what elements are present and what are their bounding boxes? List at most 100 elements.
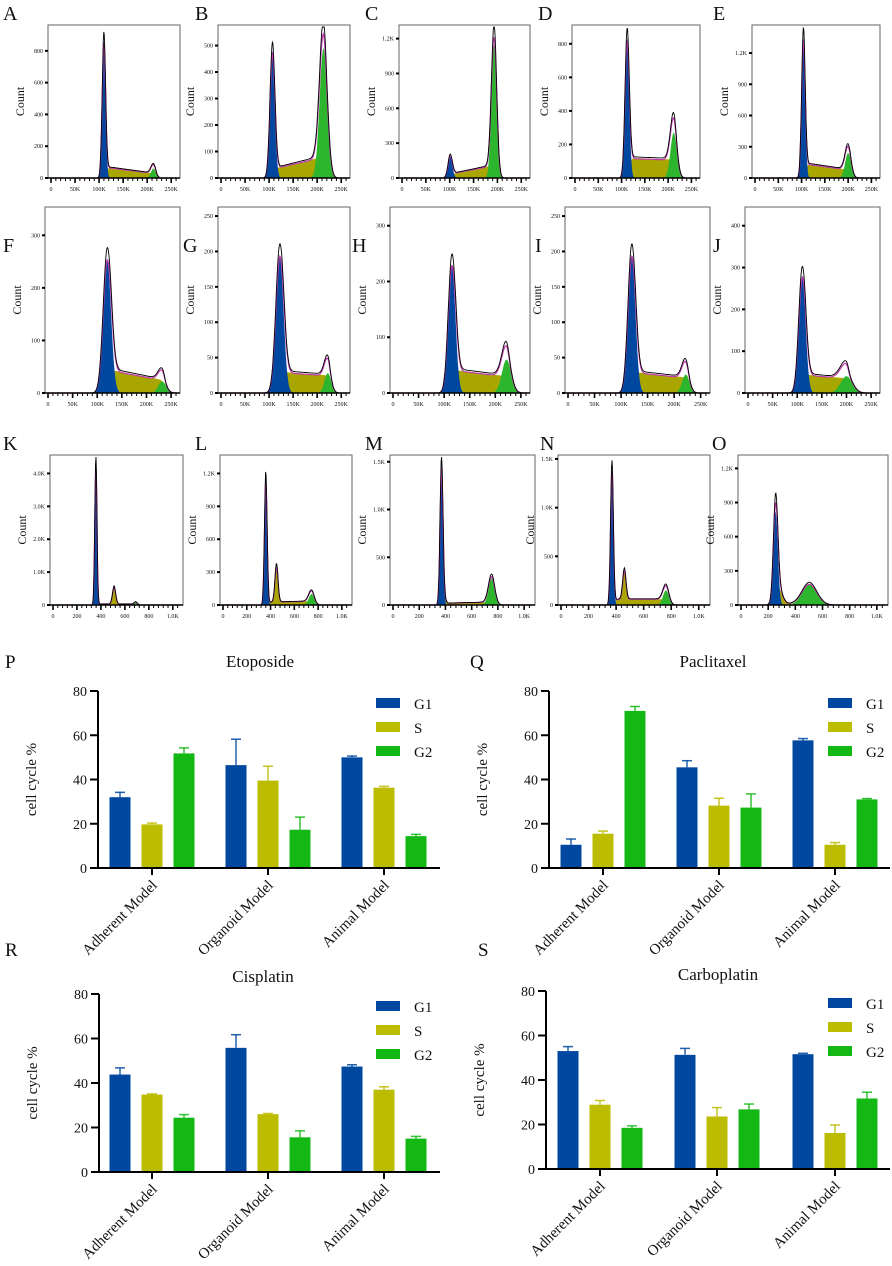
y-tick-label: 0 <box>528 1163 535 1178</box>
y-tick-label: 400 <box>558 109 567 115</box>
x-tick-label: 0 <box>747 402 750 408</box>
legend-swatch-s <box>828 1022 852 1032</box>
x-tick-label: 100K <box>791 402 805 408</box>
histogram-panel-f: F 0 50K 100K 150K 200K 250K 0 100 200 300 Count <box>3 206 181 408</box>
bar-s <box>824 844 846 868</box>
bar-s <box>592 833 614 868</box>
panel-letter: E <box>713 3 725 25</box>
x-tick-label: 250K <box>164 402 178 408</box>
x-tick-label: 0 <box>392 402 395 408</box>
legend-label: G2 <box>414 1048 432 1064</box>
x-tick-label: 250K <box>864 402 878 408</box>
x-tick-label: 50K <box>413 402 424 408</box>
x-tick-label: 250K <box>165 187 179 193</box>
x-tick-label: Animal Model <box>319 1182 392 1255</box>
x-tick-label: 50K <box>240 402 251 408</box>
y-tick-label: 300 <box>204 97 213 103</box>
y-tick-label: 3.0K <box>33 504 46 510</box>
y-tick-label: 200 <box>204 249 213 255</box>
bar-s <box>706 1116 728 1169</box>
x-tick-label: 50K <box>767 402 778 408</box>
s-phase-area <box>575 158 697 178</box>
legend-label: G1 <box>414 1000 432 1016</box>
plot-frame <box>737 454 889 606</box>
y-tick-label: 80 <box>74 988 88 1003</box>
y-tick-label: 900 <box>724 501 733 507</box>
x-tick-label: Adherent Model <box>531 878 612 959</box>
histogram-panel-i: I 0 50K 100K 150K 200K 250K 0 50 100 150 200 250 Coun… <box>530 206 711 408</box>
x-tick-label: 600 <box>639 614 648 620</box>
y-tick-label: 150 <box>204 285 213 291</box>
histogram-panel-a: A 0 50K 100K 150K 200K 250K 0 200 400 600 800 Count <box>3 3 181 193</box>
x-tick-label: Animal Model <box>319 878 392 951</box>
x-tick-label: Animal Model <box>770 878 843 951</box>
y-axis-label: Count <box>13 86 27 116</box>
bar-g2 <box>289 1137 311 1172</box>
legend-label: G1 <box>866 997 884 1013</box>
panel-letter: F <box>3 235 14 257</box>
y-tick-label: 2.0K <box>33 537 46 543</box>
x-tick-label: 200K <box>141 187 155 193</box>
y-tick-label: 300 <box>376 224 385 230</box>
y-tick-label: 500 <box>376 555 385 561</box>
x-tick-label: 800 <box>314 614 323 620</box>
y-tick-label: 0 <box>81 1166 88 1181</box>
x-tick-label: 150K <box>638 187 652 193</box>
x-tick-label: 100K <box>615 187 629 193</box>
plot-frame <box>744 206 881 394</box>
panel-letter: H <box>352 235 366 257</box>
histogram-panel-m: M 0 200 400 600 800 1.0K 0 500 1.0K 1.5K Count <box>355 433 536 620</box>
y-tick-label: 250 <box>551 214 560 220</box>
chart-title: Paclitaxel <box>679 652 746 671</box>
bar-g1 <box>341 757 363 868</box>
plot-frame <box>398 24 531 179</box>
y-tick-label: 1.0K <box>33 570 46 576</box>
y-tick-label: 1.0K <box>541 506 554 512</box>
chart-title: Carboplatin <box>678 965 759 984</box>
bar-g1 <box>341 1066 363 1172</box>
panel-letter: D <box>538 3 552 25</box>
x-tick-label: 100K <box>437 402 451 408</box>
x-tick-label: Animal Model <box>770 1179 843 1252</box>
x-tick-label: 400 <box>612 614 621 620</box>
g2-phase-area <box>741 584 885 605</box>
y-tick-label: 0 <box>737 391 740 397</box>
x-tick-label: Organoid Model <box>195 878 277 960</box>
bar-g1 <box>674 1054 696 1169</box>
x-tick-label: 0 <box>574 187 577 193</box>
bar-g1 <box>557 1051 579 1169</box>
y-tick-label: 900 <box>738 82 747 88</box>
panel-letter: J <box>713 235 721 257</box>
x-tick-label: Organoid Model <box>646 878 728 960</box>
y-tick-label: 0 <box>744 176 747 182</box>
y-tick-label: 40 <box>73 774 87 789</box>
bar-s <box>257 780 279 868</box>
histogram-panel-h: H 0 50K 100K 150K 200K 250K 0 100 200 300 Count <box>352 206 531 408</box>
y-tick-label: 200 <box>34 144 43 150</box>
x-tick-label: 200K <box>489 402 503 408</box>
y-tick-label: 20 <box>521 1119 535 1134</box>
y-tick-label: 0 <box>550 603 553 609</box>
x-tick-label: 50K <box>421 187 432 193</box>
legend-swatch-g1 <box>828 698 852 708</box>
x-tick-label: 200 <box>764 614 773 620</box>
y-tick-label: 100 <box>731 349 740 355</box>
g2-phase-area <box>748 376 877 393</box>
x-tick-label: 150K <box>467 187 481 193</box>
panel-letter: A <box>3 3 18 25</box>
x-tick-label: 100K <box>443 187 457 193</box>
histogram-panel-j: J 0 50K 100K 150K 200K 250K 0 100 200 300 400 Count <box>710 206 881 408</box>
legend-label: S <box>414 721 422 737</box>
panel-letter: S <box>478 940 489 961</box>
y-tick-label: 0 <box>212 603 215 609</box>
y-tick-label: 400 <box>34 112 43 118</box>
y-tick-label: 40 <box>74 1077 88 1092</box>
panel-letter: R <box>5 940 18 961</box>
y-tick-label: 250 <box>204 214 213 220</box>
x-tick-label: 0 <box>220 402 223 408</box>
legend-swatch-g1 <box>376 1001 400 1011</box>
y-tick-label: 20 <box>74 1122 88 1137</box>
y-tick-label: 0 <box>730 603 733 609</box>
y-tick-label: 1.5K <box>373 460 386 466</box>
x-tick-label: 600 <box>818 614 827 620</box>
